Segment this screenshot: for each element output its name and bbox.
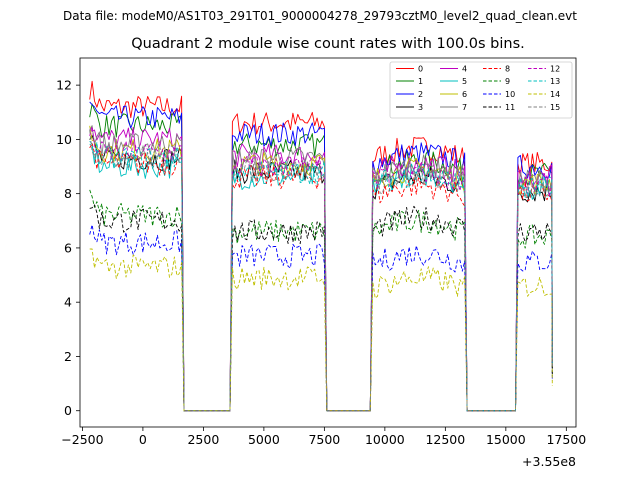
y-tick-label: 2 xyxy=(64,349,72,364)
x-offset-label: +3.55e8 xyxy=(522,454,576,469)
figure-suptitle: Data file: modeM0/AS1T03_291T01_90000042… xyxy=(63,9,577,23)
y-tick-label: 12 xyxy=(56,78,72,93)
x-tick-label: 2500 xyxy=(187,432,219,447)
legend-box xyxy=(389,61,573,119)
x-tick-label: 15000 xyxy=(486,432,526,447)
chart-title: Quadrant 2 module wise count rates with … xyxy=(131,36,525,52)
series-line-14 xyxy=(89,248,553,412)
legend-label-3: 3 xyxy=(418,103,423,112)
x-tick-label: −2500 xyxy=(61,432,103,447)
x-axis: −2500 0 2500 5000 7500 10000 12500 15000 17500 xyxy=(61,427,586,447)
legend-label-10: 10 xyxy=(505,90,515,99)
legend-label-6: 6 xyxy=(462,90,467,99)
y-tick-label: 6 xyxy=(64,240,72,255)
x-tick-label: 0 xyxy=(139,432,147,447)
legend-label-7: 7 xyxy=(462,103,467,112)
legend-label-9: 9 xyxy=(505,77,510,86)
legend-label-8: 8 xyxy=(505,65,510,74)
y-tick-label: 10 xyxy=(56,132,72,147)
series-line-15 xyxy=(89,130,553,412)
x-tick-label: 12500 xyxy=(425,432,465,447)
axes-frame xyxy=(79,57,577,428)
y-tick-label: 4 xyxy=(64,295,72,310)
legend-label-14: 14 xyxy=(550,90,560,99)
x-tick-label: 5000 xyxy=(248,432,280,447)
y-tick-label: 0 xyxy=(64,403,72,418)
legend-label-2: 2 xyxy=(418,90,423,99)
y-tick-label: 8 xyxy=(64,186,72,201)
x-tick-label: 17500 xyxy=(546,432,586,447)
legend-label-11: 11 xyxy=(505,103,515,112)
series-layer xyxy=(89,80,553,412)
axes-background xyxy=(80,58,576,427)
legend-label-1: 1 xyxy=(418,77,423,86)
legend-label-15: 15 xyxy=(550,103,560,112)
y-axis: 0 2 4 6 8 10 12 xyxy=(56,78,80,418)
legend-label-4: 4 xyxy=(462,65,467,74)
plot-area xyxy=(79,57,577,428)
x-tick-label: 7500 xyxy=(308,432,340,447)
x-tick-label: 10000 xyxy=(365,432,405,447)
legend-label-0: 0 xyxy=(418,65,423,74)
legend-label-5: 5 xyxy=(462,77,467,86)
legend-label-13: 13 xyxy=(550,77,560,86)
legend-label-12: 12 xyxy=(550,65,560,74)
